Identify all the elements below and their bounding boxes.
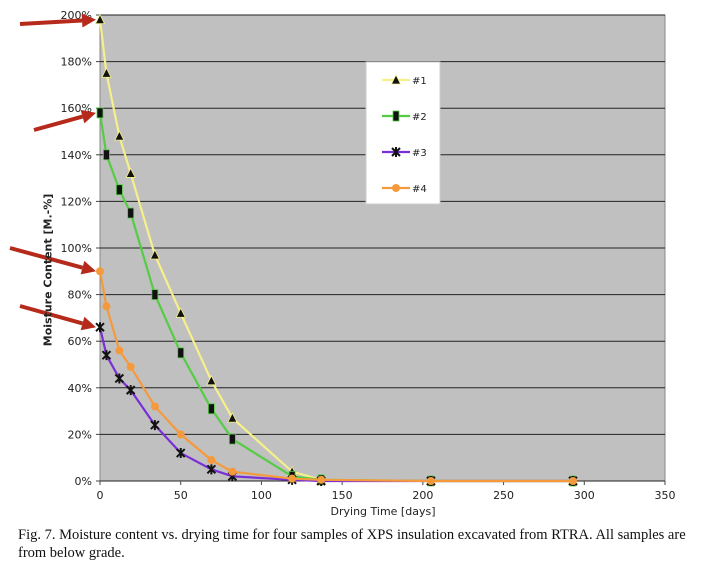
legend-label: #1 bbox=[412, 76, 427, 87]
data-point bbox=[228, 467, 237, 476]
annotation-arrows bbox=[9, 13, 96, 331]
y-tick-label: 100% bbox=[61, 242, 92, 255]
arrow-head bbox=[80, 316, 96, 331]
data-point bbox=[101, 350, 112, 361]
annotation-arrow bbox=[33, 109, 96, 132]
y-tick-label: 120% bbox=[61, 195, 92, 208]
series-line bbox=[98, 271, 573, 483]
data-point bbox=[115, 346, 124, 355]
legend-label: #4 bbox=[412, 184, 427, 195]
data-point bbox=[150, 420, 160, 431]
data-point bbox=[227, 412, 238, 423]
annotation-arrow bbox=[9, 246, 96, 275]
data-point bbox=[114, 373, 125, 384]
data-point bbox=[391, 147, 401, 157]
data-point bbox=[426, 477, 435, 485]
y-tick-label: 180% bbox=[61, 56, 92, 69]
data-point bbox=[151, 289, 159, 301]
legend-label: #2 bbox=[412, 112, 427, 123]
arrow-head bbox=[80, 109, 96, 124]
data-point bbox=[114, 130, 125, 141]
data-point bbox=[317, 475, 326, 484]
arrow-head bbox=[80, 260, 96, 275]
x-axis-label: Drying Time [days] bbox=[330, 505, 436, 518]
data-point bbox=[392, 184, 400, 192]
x-tick-label: 300 bbox=[574, 489, 595, 502]
data-point bbox=[94, 13, 106, 25]
axes: 0%20%40%60%80%100%120%140%160%180%200%0 5… bbox=[61, 9, 676, 502]
data-point bbox=[390, 74, 402, 85]
data-point bbox=[96, 267, 104, 276]
series-4 bbox=[96, 267, 577, 485]
arrow-shaft bbox=[9, 246, 84, 270]
figure-caption: Fig. 7. Moisture content vs. drying time… bbox=[18, 527, 686, 561]
data-point bbox=[127, 207, 135, 219]
legend-label: #3 bbox=[412, 148, 427, 159]
data-point bbox=[206, 374, 217, 386]
moisture-chart: 0%20%40%60%80%100%120%140%160%180%200%0 5… bbox=[9, 9, 676, 502]
x-tick-label: 250 bbox=[493, 489, 514, 502]
data-point bbox=[206, 464, 217, 475]
data-point bbox=[176, 448, 186, 459]
x-tick-label: 200 bbox=[412, 489, 433, 502]
data-point bbox=[96, 107, 104, 119]
annotation-arrow bbox=[19, 304, 96, 331]
y-tick-label: 60% bbox=[68, 335, 92, 348]
legend-box bbox=[365, 61, 441, 205]
y-tick-label: 40% bbox=[68, 382, 92, 395]
x-tick-label: 150 bbox=[332, 489, 353, 502]
annotation-arrow bbox=[19, 13, 96, 28]
data-point bbox=[175, 307, 186, 318]
data-point bbox=[177, 347, 185, 359]
arrow-shaft bbox=[19, 18, 83, 26]
data-point bbox=[288, 474, 297, 483]
series-layer bbox=[94, 13, 579, 487]
data-point bbox=[102, 302, 111, 311]
data-point bbox=[115, 184, 123, 196]
y-tick-label: 20% bbox=[68, 428, 92, 441]
y-axis-label: Moisture Content [M.-%] bbox=[41, 193, 55, 347]
data-point bbox=[568, 477, 577, 485]
arrow-shaft bbox=[33, 114, 84, 132]
data-point bbox=[228, 433, 236, 445]
y-tick-label: 0% bbox=[75, 475, 92, 488]
y-tick-label: 80% bbox=[68, 289, 92, 302]
data-point bbox=[149, 249, 161, 260]
x-tick-label: 350 bbox=[655, 489, 676, 502]
data-point bbox=[392, 110, 400, 122]
data-point bbox=[103, 149, 110, 161]
x-tick-label: 100 bbox=[251, 489, 272, 502]
arrow-shaft bbox=[19, 304, 84, 326]
arrow-head bbox=[81, 13, 96, 28]
x-tick-label: 50 bbox=[174, 489, 188, 502]
x-tick-label: 0 bbox=[97, 489, 104, 502]
legend: #1 #2 #3 #4 bbox=[365, 61, 441, 205]
data-point bbox=[207, 403, 215, 415]
data-point bbox=[101, 67, 112, 78]
y-tick-label: 140% bbox=[61, 149, 92, 162]
data-point bbox=[150, 402, 159, 411]
data-point bbox=[125, 167, 136, 178]
data-point bbox=[176, 430, 185, 439]
data-point bbox=[126, 362, 135, 371]
data-point bbox=[125, 385, 136, 396]
data-point bbox=[95, 322, 105, 333]
data-point bbox=[207, 456, 216, 465]
